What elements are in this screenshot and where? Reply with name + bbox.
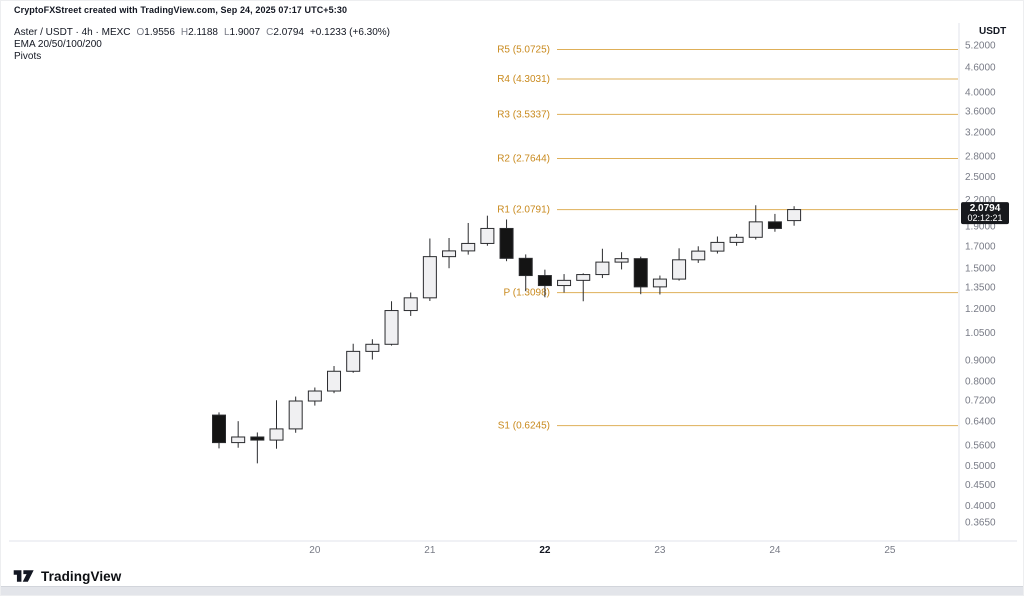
candle-body[interactable]: [672, 259, 687, 280]
price-tick-label[interactable]: 1.7000: [965, 241, 996, 252]
candle-body[interactable]: [346, 350, 361, 372]
ohlc-low-value: 1.9007: [229, 27, 261, 38]
price-tick-label[interactable]: 0.5000: [965, 461, 996, 472]
indicator-pivots-label[interactable]: Pivots: [14, 51, 42, 62]
candle-body[interactable]: [576, 274, 591, 281]
time-tick-label[interactable]: 21: [424, 545, 436, 556]
ohlc-high-value: 2.1188: [188, 27, 218, 38]
candle-body[interactable]: [365, 343, 380, 352]
time-tick-label[interactable]: 23: [654, 545, 666, 556]
price-tick-label[interactable]: 1.0500: [965, 328, 996, 339]
time-tick-label[interactable]: 25: [884, 545, 896, 556]
time-tick-label[interactable]: 24: [769, 545, 781, 556]
ohlc-high-label: H: [180, 27, 189, 38]
bottom-strip: [1, 586, 1023, 595]
candle-body[interactable]: [480, 227, 495, 244]
candle-body[interactable]: [499, 227, 514, 259]
indicator-ema-label[interactable]: EMA 20/50/100/200: [14, 39, 102, 50]
candle-body[interactable]: [250, 436, 265, 441]
pivot-label-r5: R5 (5.0725): [497, 44, 550, 55]
candle-body[interactable]: [710, 241, 725, 252]
price-tick-label[interactable]: 2.2000: [965, 195, 996, 206]
candle-body[interactable]: [518, 257, 533, 277]
candle-body[interactable]: [327, 370, 342, 392]
pivot-label-p: P (1.3098): [503, 288, 550, 299]
candle-body[interactable]: [614, 258, 629, 263]
candle-body[interactable]: [307, 390, 322, 402]
time-tick-label[interactable]: 20: [309, 545, 321, 556]
ohlc-open-value: 1.9556: [144, 27, 175, 38]
pivot-label-r3: R3 (3.5337): [497, 109, 550, 120]
candle-body[interactable]: [767, 221, 782, 229]
candle-body[interactable]: [288, 400, 303, 430]
time-tick-label[interactable]: 22: [539, 545, 551, 556]
price-tick-label[interactable]: 3.2000: [965, 128, 996, 139]
legend-symbol-row: Aster / USDT · 4h · MEXC O1.9556 H2.1188 L1…: [14, 27, 390, 39]
candle-body[interactable]: [422, 256, 437, 299]
candle-body[interactable]: [269, 428, 284, 441]
price-tick-label[interactable]: 3.6000: [965, 107, 996, 118]
candle-body[interactable]: [403, 297, 418, 312]
candle-body[interactable]: [787, 209, 802, 222]
price-tick-label[interactable]: 0.5600: [965, 441, 996, 452]
price-tick-label[interactable]: 1.3500: [965, 283, 996, 294]
candle-body[interactable]: [442, 250, 457, 258]
candle-body[interactable]: [652, 278, 667, 288]
current-price-badge: [961, 202, 1009, 225]
ohlc-close-label: C: [266, 27, 274, 38]
candle-body[interactable]: [633, 258, 648, 288]
bar-countdown: 02:12:21: [967, 213, 1002, 223]
candle-body[interactable]: [729, 236, 744, 243]
price-axis-currency: USDT: [979, 26, 1006, 37]
candle-body[interactable]: [212, 414, 226, 444]
pivot-label-s1: S1 (0.6245): [498, 421, 550, 432]
price-tick-label[interactable]: 1.5000: [965, 264, 996, 275]
ohlc-low-label: L: [223, 27, 230, 38]
candle-body[interactable]: [595, 261, 610, 276]
price-tick-label[interactable]: 1.9000: [965, 221, 996, 232]
price-tick-label[interactable]: 0.9000: [965, 355, 996, 366]
price-tick-label[interactable]: 0.8000: [965, 377, 996, 388]
ohlc-open-label: O: [136, 27, 145, 38]
price-tick-label[interactable]: 4.0000: [965, 88, 996, 99]
price-tick-label[interactable]: 2.5000: [965, 172, 996, 183]
price-tick-label[interactable]: 1.2000: [965, 304, 996, 315]
candle-body[interactable]: [748, 221, 763, 238]
tradingview-logo-icon: [13, 570, 34, 582]
candle-body[interactable]: [231, 436, 246, 444]
pivot-label-r2: R2 (2.7644): [497, 153, 550, 164]
tradingview-logo-link[interactable]: TradingView: [13, 565, 121, 587]
symbol-title[interactable]: Aster / USDT · 4h · MEXC: [14, 27, 131, 38]
price-tick-label[interactable]: 0.6400: [965, 417, 996, 428]
candle-body[interactable]: [691, 250, 706, 261]
ohlc-change: +0.1233 (+6.30%): [309, 27, 391, 38]
attribution-text: CryptoFXStreet created with TradingView.…: [14, 5, 348, 15]
pivot-label-r1: R1 (2.0791): [497, 205, 550, 216]
candle-body[interactable]: [557, 279, 572, 287]
candle-body[interactable]: [384, 310, 399, 345]
pivot-label-r4: R4 (4.3031): [497, 74, 550, 85]
price-tick-label[interactable]: 0.7200: [965, 396, 996, 407]
candle-body[interactable]: [537, 275, 552, 287]
price-tick-label[interactable]: 5.2000: [965, 41, 996, 52]
price-tick-label[interactable]: 0.4500: [965, 480, 996, 491]
price-tick-label[interactable]: 0.4000: [965, 501, 996, 512]
ohlc-close-value: 2.0794: [273, 27, 304, 38]
tradingview-brand-text: TradingView: [41, 568, 122, 584]
price-tick-label[interactable]: 4.6000: [965, 63, 996, 74]
candle-body[interactable]: [461, 242, 476, 252]
current-price-value: 2.0794: [970, 203, 1001, 214]
price-tick-label[interactable]: 0.3650: [965, 518, 996, 529]
price-tick-label[interactable]: 2.8000: [965, 152, 996, 163]
chart-legend: Aster / USDT · 4h · MEXC O1.9556 H2.1188 L1…: [14, 27, 390, 63]
